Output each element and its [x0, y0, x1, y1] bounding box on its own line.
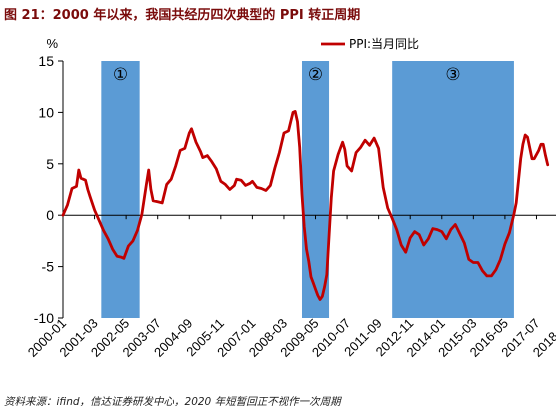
y-axis-unit: %: [46, 36, 58, 51]
legend: PPI:当月同比: [321, 37, 419, 51]
chart-title: 图 21：2000 年以来，我国共经历四次典型的 PPI 转正周期: [4, 8, 361, 23]
chart-source-note: 资料来源：ifind，信达证券研发中心，2020 年短暂回正不视作一次周期: [4, 396, 341, 408]
y-tick-label: 0: [46, 207, 54, 223]
y-axis: -10 -5 0 5 10 15%: [34, 36, 64, 326]
series-line-ppi: [61, 110, 550, 301]
series-layer: [61, 110, 550, 301]
y-tick-label: -5: [42, 259, 55, 275]
y-tick-label: 5: [46, 156, 54, 172]
y-tick-label: 10: [38, 104, 54, 120]
y-tick-label: -10: [34, 310, 54, 326]
y-tick-label: 15: [38, 53, 54, 69]
period-shading: ① ② ③: [101, 61, 514, 318]
period-label-1: ①: [113, 65, 128, 85]
period-band-3: [392, 61, 514, 318]
period-label-3: ③: [445, 65, 460, 85]
legend-label: PPI:当月同比: [349, 37, 419, 51]
period-band-1: [101, 61, 140, 318]
period-band-2: [301, 61, 330, 318]
period-label-2: ②: [308, 65, 323, 85]
